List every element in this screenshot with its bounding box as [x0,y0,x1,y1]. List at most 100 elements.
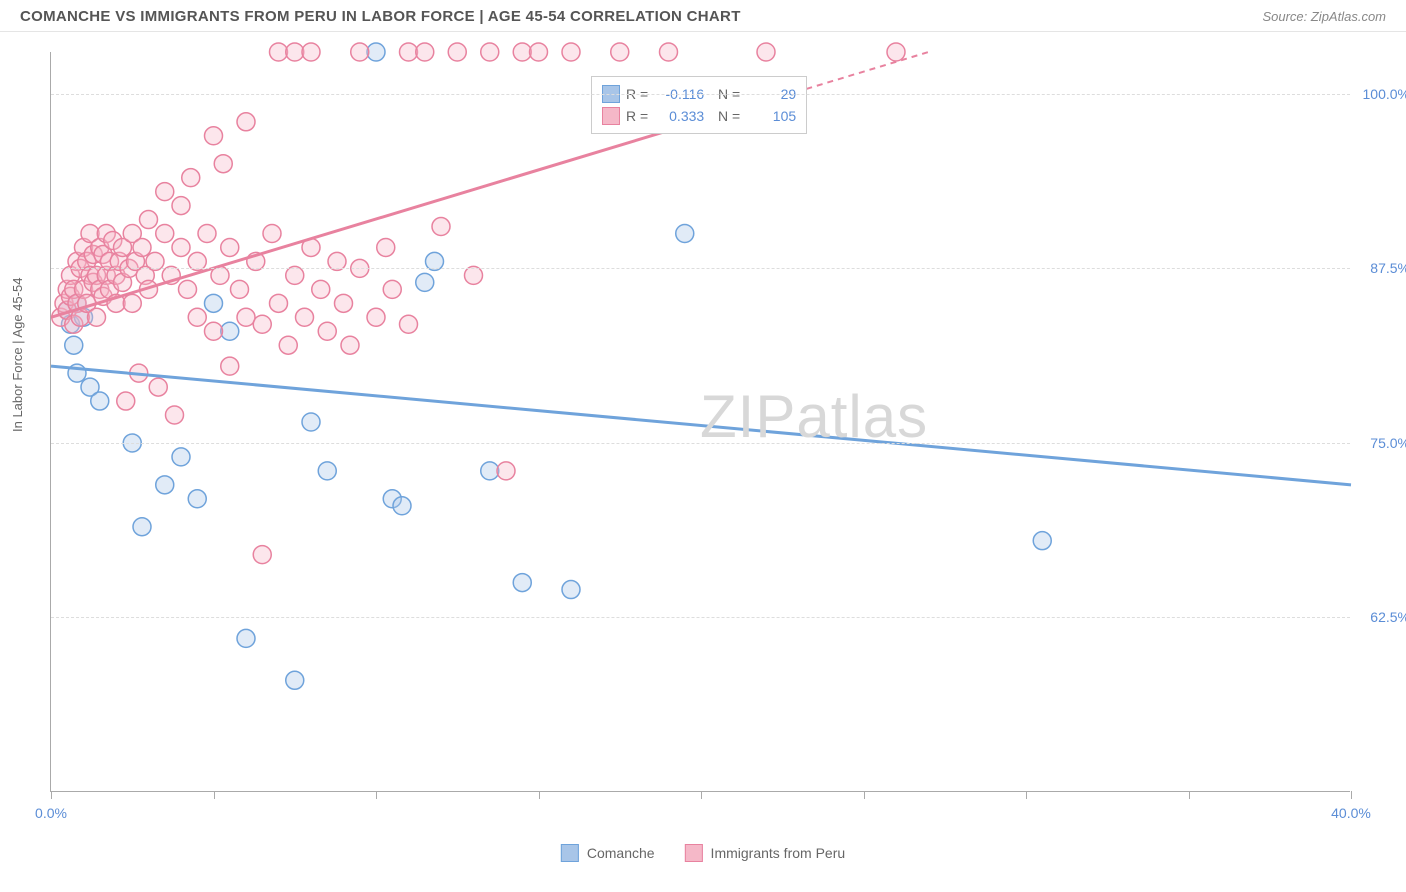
data-point [221,357,239,375]
legend-item-comanche: Comanche [561,844,655,862]
data-point [513,574,531,592]
data-point [757,43,775,61]
data-point [660,43,678,61]
series-legend: Comanche Immigrants from Peru [561,844,845,862]
data-point [172,448,190,466]
data-point [416,273,434,291]
data-point [198,225,216,243]
data-point [318,462,336,480]
data-point [367,43,385,61]
data-point [237,629,255,647]
n-label: N = [710,108,740,124]
data-point [335,294,353,312]
data-point [481,43,499,61]
data-point [400,43,418,61]
x-tick [1351,791,1352,799]
data-point [188,308,206,326]
data-point [497,462,515,480]
data-point [205,127,223,145]
x-tick [376,791,377,799]
legend-row-peru: R = 0.333 N = 105 [602,105,796,127]
data-point [513,43,531,61]
data-point [172,197,190,215]
x-tick [701,791,702,799]
data-point [393,497,411,515]
data-point [286,43,304,61]
x-tick [1189,791,1190,799]
trend-line [51,366,1351,485]
gridline [51,268,1350,269]
chart-header: COMANCHE VS IMMIGRANTS FROM PERU IN LABO… [0,0,1406,32]
data-point [383,280,401,298]
scatter-svg [51,52,1351,792]
n-value-peru: 105 [746,108,796,124]
data-point [133,518,151,536]
y-tick-label: 100.0% [1363,86,1406,102]
data-point [367,308,385,326]
data-point [562,581,580,599]
data-point [611,43,629,61]
data-point [156,183,174,201]
data-point [156,225,174,243]
data-point [676,225,694,243]
data-point [481,462,499,480]
data-point [279,336,297,354]
x-tick [214,791,215,799]
chart-source: Source: ZipAtlas.com [1262,9,1386,24]
data-point [432,218,450,236]
x-tick [864,791,865,799]
data-point [65,336,83,354]
gridline [51,443,1350,444]
data-point [117,392,135,410]
data-point [530,43,548,61]
x-tick-label: 40.0% [1331,805,1371,821]
x-tick-label: 0.0% [35,805,67,821]
data-point [205,322,223,340]
data-point [270,294,288,312]
data-point [172,238,190,256]
data-point [302,413,320,431]
data-point [318,322,336,340]
data-point [286,671,304,689]
data-point [351,43,369,61]
data-point [341,336,359,354]
data-point [253,315,271,333]
data-point [140,211,158,229]
data-point [448,43,466,61]
data-point [302,43,320,61]
correlation-legend: R = -0.116 N = 29 R = 0.333 N = 105 [591,76,807,134]
data-point [270,43,288,61]
x-tick [1026,791,1027,799]
data-point [133,238,151,256]
chart-title: COMANCHE VS IMMIGRANTS FROM PERU IN LABO… [20,8,741,25]
data-point [416,43,434,61]
data-point [179,280,197,298]
y-axis-label: In Labor Force | Age 45-54 [10,278,25,432]
x-tick [539,791,540,799]
data-point [253,546,271,564]
data-point [400,315,418,333]
x-tick [51,791,52,799]
data-point [1033,532,1051,550]
data-point [221,238,239,256]
data-point [205,294,223,312]
r-value-peru: 0.333 [654,108,704,124]
swatch-comanche [561,844,579,862]
data-point [221,322,239,340]
data-point [887,43,905,61]
legend-label-peru: Immigrants from Peru [711,845,846,861]
legend-label-comanche: Comanche [587,845,655,861]
data-point [312,280,330,298]
data-point [156,476,174,494]
data-point [263,225,281,243]
swatch-peru [685,844,703,862]
y-tick-label: 62.5% [1370,609,1406,625]
data-point [214,155,232,173]
legend-item-peru: Immigrants from Peru [685,844,846,862]
data-point [149,378,167,396]
gridline [51,94,1350,95]
data-point [123,294,141,312]
data-point [182,169,200,187]
data-point [377,238,395,256]
data-point [231,280,249,298]
